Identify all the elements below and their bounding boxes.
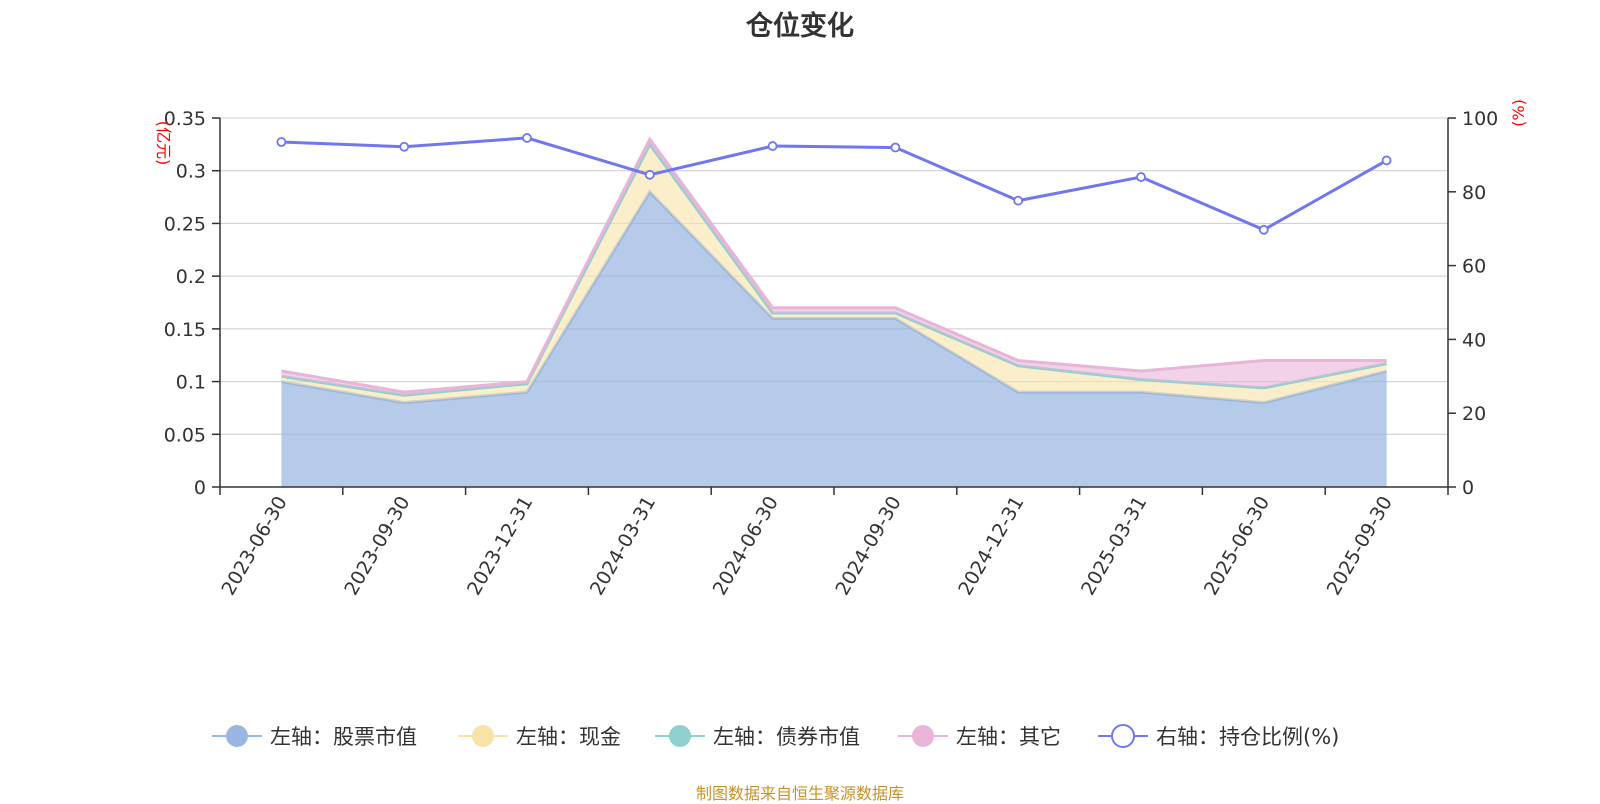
right-tick-label: 100 <box>1462 108 1498 130</box>
area-edge-4 <box>281 136 1387 394</box>
chart-title: 仓位变化 <box>746 11 854 42</box>
left-tick-label: 0.1 <box>176 372 206 394</box>
legend-marker <box>912 725 934 747</box>
left-tick-label: 0.25 <box>164 213 206 235</box>
right-tick-label: 0 <box>1462 477 1474 499</box>
ratio-point <box>1258 224 1269 235</box>
left-tick-label: 0.35 <box>164 108 206 130</box>
ratio-point <box>767 141 778 151</box>
legend-item: 左轴：现金 <box>458 725 621 749</box>
right-tick-label: 40 <box>1462 329 1486 351</box>
stacked-areas <box>281 136 1387 488</box>
ratio-point <box>522 133 532 143</box>
x-tick-label: 2023-12-31 <box>463 493 537 600</box>
x-tick-label: 2024-12-31 <box>954 493 1028 600</box>
position-ratio-line <box>276 133 1392 235</box>
left-tick-label: 0.2 <box>176 266 206 288</box>
source-note: 制图数据来自恒生聚源数据库 <box>695 784 904 803</box>
x-tick-label: 2025-06-30 <box>1200 493 1274 600</box>
right-tick-label: 60 <box>1462 256 1486 278</box>
x-tick-label: 2024-03-31 <box>586 493 660 600</box>
right-tick-label: 20 <box>1462 403 1486 425</box>
area-2 <box>281 144 1387 403</box>
legend-marker <box>1111 724 1135 748</box>
x-tick-label: 2024-06-30 <box>709 493 783 600</box>
legend-marker <box>226 725 248 747</box>
legend-marker <box>669 725 691 747</box>
legend-label: 左轴：债券市值 <box>713 725 860 749</box>
x-tick-label: 2024-09-30 <box>831 493 905 600</box>
area-4 <box>281 139 1387 396</box>
legend-marker <box>472 725 494 747</box>
ratio-point <box>399 141 410 152</box>
left-tick-label: 0 <box>194 477 206 499</box>
ratio-point <box>1381 155 1392 166</box>
ratio-point <box>890 142 901 153</box>
left-axis-unit: (亿元) <box>154 121 173 166</box>
legend: 左轴：股票市值 左轴：现金 左轴：债券市值 左轴：其它 右轴：持仓比例(%) <box>212 724 1339 749</box>
legend-item: 左轴：其它 <box>898 725 1061 749</box>
ratio-point <box>644 169 655 180</box>
legend-item: 左轴：债券市值 <box>655 725 860 749</box>
legend-item: 左轴：股票市值 <box>212 725 417 749</box>
right-axis-unit: (%) <box>1509 99 1528 127</box>
legend-item: 右轴：持仓比例(%) <box>1098 724 1339 749</box>
legend-label: 左轴：其它 <box>956 725 1061 749</box>
left-tick-label: 0.15 <box>164 319 206 341</box>
legend-label: 右轴：持仓比例(%) <box>1156 725 1339 749</box>
position-change-chart: 0 0.05 0.1 0.15 0.2 0.25 0.3 0.35 0 20 40 60 80 100 (亿… <box>154 99 1528 749</box>
legend-label: 左轴：股票市值 <box>270 725 417 749</box>
left-tick-label: 0.3 <box>176 161 206 183</box>
x-tick-label: 2025-09-30 <box>1323 493 1397 600</box>
ratio-line <box>281 136 1388 232</box>
x-tick-label: 2023-06-30 <box>217 493 291 600</box>
area-1 <box>281 191 1387 488</box>
ratio-point <box>276 137 287 147</box>
legend-label: 左轴：现金 <box>516 725 621 749</box>
ratio-point <box>1136 172 1146 182</box>
ratio-point <box>1013 195 1024 206</box>
left-tick-label: 0.05 <box>164 424 206 446</box>
x-tick-label: 2023-09-30 <box>340 493 414 600</box>
right-tick-label: 80 <box>1462 182 1486 204</box>
x-tick-label: 2025-03-31 <box>1077 493 1151 600</box>
